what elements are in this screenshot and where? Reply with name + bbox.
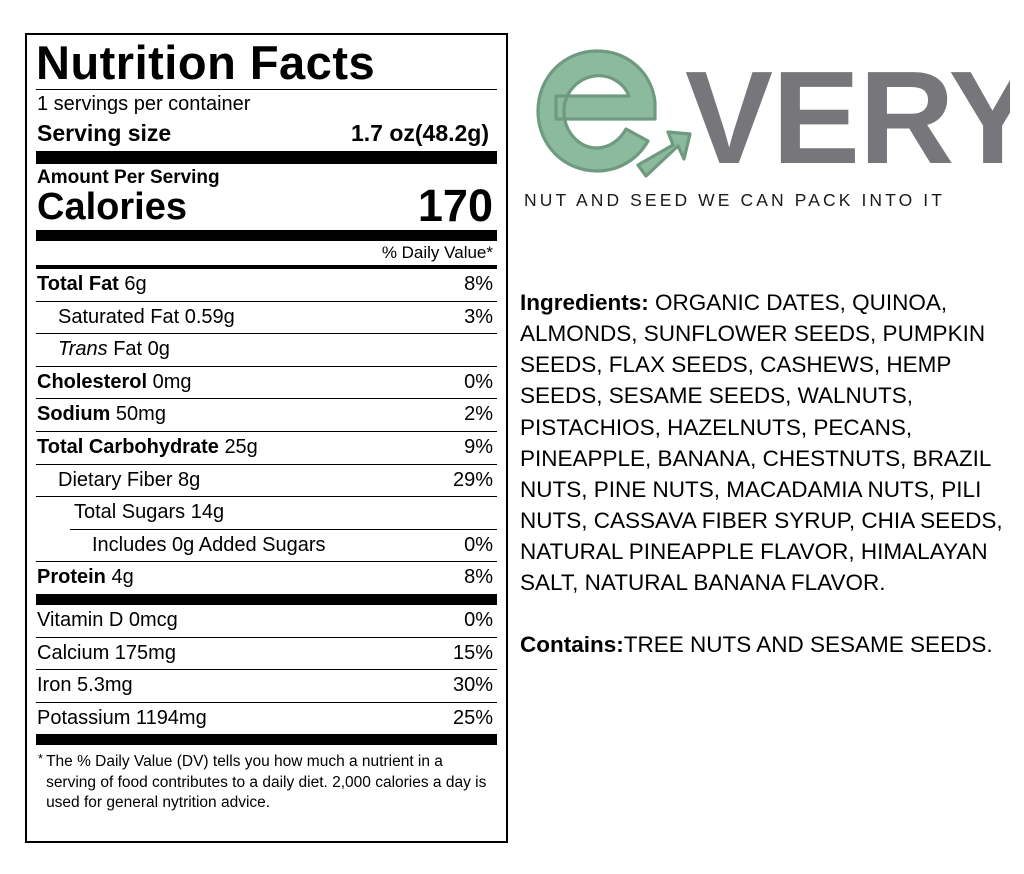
nutrient-name: Total Fat	[37, 273, 119, 296]
nutrient-row-total-fat: Total Fat 6g 8%	[36, 269, 497, 301]
nutrient-amount: 14g	[190, 501, 225, 524]
micronutrient-row-iron: Iron 5.3mg 30%	[36, 670, 497, 702]
nutrient-row-total-carbohydrate: Total Carbohydrate 25g 9%	[36, 432, 497, 464]
row-divider	[36, 431, 497, 433]
serving-size-value: 1.7 oz(48.2g)	[350, 120, 489, 147]
nutrition-facts-panel: Nutrition Facts 1 servings per container…	[25, 33, 508, 843]
nutrient-row-protein: Protein 4g 8%	[36, 562, 497, 594]
ingredients-text: ORGANIC DATES, QUINOA, ALMONDS, SUNFLOWE…	[520, 290, 1003, 596]
nutrient-amount: 8g	[178, 468, 201, 491]
nutrient-name: Total Sugars	[74, 501, 186, 524]
nutrition-facts-title: Nutrition Facts	[36, 36, 376, 89]
nutrient-row-sodium: Sodium 50mg 2%	[36, 399, 497, 431]
row-divider	[36, 300, 497, 302]
row-divider	[36, 561, 497, 563]
micronutrient-percent: 15%	[452, 641, 493, 664]
row-divider-partial	[70, 528, 497, 530]
nutrient-row-added-sugars: Includes 0g Added Sugars 0%	[36, 530, 497, 562]
row-divider	[36, 636, 497, 638]
row-divider	[36, 365, 497, 367]
nutrient-percent: 8%	[464, 273, 493, 296]
micronutrient-name: Potassium 1194mg	[37, 706, 207, 729]
every-logo-svg: VERY	[536, 44, 1010, 183]
row-divider	[36, 701, 497, 703]
divider-thick-above-footnote	[36, 734, 497, 746]
nutrient-name: Trans	[58, 338, 108, 361]
divider-above-nutrients	[36, 265, 497, 270]
nutrient-row-total-sugars: Total Sugars 14g	[36, 497, 497, 529]
ingredients-block: Ingredients: ORGANIC DATES, QUINOA, ALMO…	[518, 287, 1010, 599]
nutrient-percent: 8%	[464, 566, 493, 589]
nutrient-row-saturated-fat: Saturated Fat 0.59g 3%	[36, 302, 497, 334]
nutrient-amount: 0mg	[152, 370, 192, 393]
ingredients-label: Ingredients:	[520, 290, 649, 315]
nutrient-percent: 3%	[464, 305, 493, 328]
daily-value-footnote: * The % Daily Value (DV) tells you how m…	[36, 745, 497, 813]
nutrient-percent: 29%	[452, 468, 493, 491]
contains-text: TREE NUTS AND SESAME SEEDS.	[623, 631, 993, 657]
nutrient-name: Total Carbohydrate	[37, 436, 219, 459]
row-divider	[36, 333, 497, 335]
row-divider	[36, 398, 497, 400]
nutrient-name: Protein	[37, 566, 106, 589]
serving-size-row: Serving size 1.7 oz(48.2g)	[36, 118, 497, 151]
every-wordmark: VERY	[685, 44, 1010, 183]
divider-under-title	[36, 89, 497, 91]
micronutrient-row-potassium: Potassium 1194mg 25%	[36, 703, 497, 735]
serving-size-label: Serving size	[37, 120, 172, 147]
micronutrient-name: Vitamin D 0mcg	[37, 608, 178, 631]
nutrient-amount: 6g	[124, 273, 147, 296]
micronutrient-name: Calcium 175mg	[37, 641, 176, 664]
micronutrient-percent: 30%	[452, 674, 493, 697]
contains-label: Contains:	[520, 631, 624, 657]
row-divider	[36, 496, 497, 498]
row-divider	[36, 669, 497, 671]
divider-thick-above-micronutrients	[36, 593, 497, 605]
daily-value-header: % Daily Value*	[381, 243, 493, 263]
nutrient-percent: 0%	[464, 370, 493, 393]
contains-block: Contains:TREE NUTS AND SESAME SEEDS.	[518, 629, 1010, 660]
footnote-text: The % Daily Value (DV) tells you how muc…	[46, 753, 487, 812]
footnote-marker: *	[38, 751, 44, 767]
amount-per-serving-label: Amount Per Serving	[37, 167, 220, 189]
servings-per-container: 1 servings per container	[37, 93, 251, 116]
divider-thick-under-calories	[36, 230, 497, 242]
nutrient-name: Includes 0g Added Sugars	[92, 533, 326, 556]
brand-and-ingredients-column: VERY NUT AND SEED WE CAN PACK INTO IT In…	[518, 33, 1010, 660]
nutrient-name: Cholesterol	[37, 370, 148, 393]
calories-value: 170	[417, 180, 493, 232]
nutrient-amount: 50mg	[115, 403, 166, 426]
nutrient-name: Sodium	[37, 403, 111, 426]
nutrient-row-dietary-fiber: Dietary Fiber 8g 29%	[36, 465, 497, 497]
nutrient-amount: Fat 0g	[113, 338, 170, 361]
nutrient-name: Saturated Fat	[58, 305, 180, 328]
nutrient-amount: 0.59g	[184, 305, 235, 328]
nutrient-amount: 4g	[111, 566, 134, 589]
nutrient-row-trans-fat: Trans Fat 0g	[36, 334, 497, 366]
micronutrient-row-calcium: Calcium 175mg 15%	[36, 638, 497, 670]
divider-thick-top	[36, 151, 497, 165]
micronutrient-percent: 0%	[464, 608, 493, 631]
calories-label: Calories	[37, 186, 187, 229]
micronutrient-row-vitamin-d: Vitamin D 0mcg 0%	[36, 605, 497, 637]
nutrient-row-cholesterol: Cholesterol 0mg 0%	[36, 367, 497, 399]
micronutrient-name: Iron 5.3mg	[37, 674, 133, 697]
nutrient-percent: 9%	[464, 436, 493, 459]
nutrient-amount: 25g	[224, 436, 258, 459]
nutrient-percent: 2%	[464, 403, 493, 426]
calories-row: Calories 170	[36, 183, 497, 230]
brand-logo: VERY	[518, 33, 1010, 188]
recycle-e-icon	[536, 49, 692, 178]
nutrient-name: Dietary Fiber	[58, 468, 173, 491]
nutrient-percent: 0%	[464, 533, 493, 556]
row-divider	[36, 463, 497, 465]
micronutrient-percent: 25%	[452, 706, 493, 729]
brand-tagline: NUT AND SEED WE CAN PACK INTO IT	[524, 190, 946, 210]
